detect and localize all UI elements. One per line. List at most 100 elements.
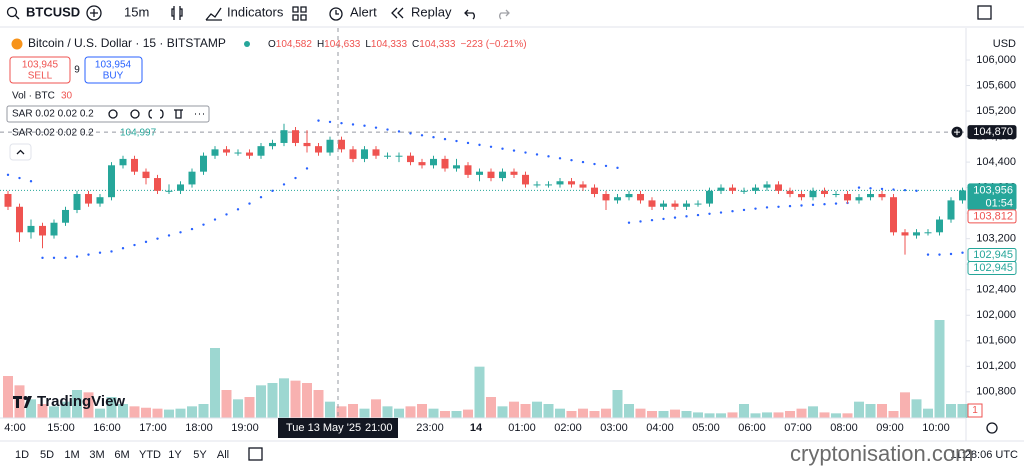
sar-dot — [75, 255, 79, 258]
logo-text: TradingView — [37, 393, 125, 410]
volume-bar — [681, 411, 692, 418]
range-button[interactable]: YTD — [139, 449, 161, 461]
candle-body — [372, 149, 380, 156]
add-alert-plus — [954, 129, 960, 136]
undo-button[interactable] — [464, 9, 475, 20]
search-icon[interactable] — [6, 6, 18, 18]
range-button[interactable]: 3M — [89, 449, 104, 461]
ohlc-value: 104,582 — [276, 39, 313, 50]
candle-body — [27, 225, 35, 233]
x-tick-label: 16:00 — [93, 422, 121, 434]
symbol-title: Bitcoin / U.S. Dollar · 15 · BITSTAMP — [28, 36, 226, 50]
range-button[interactable]: 1M — [64, 449, 79, 461]
logo-mark — [13, 396, 22, 408]
candle-body — [706, 190, 713, 204]
y-tick-label: 101,600 — [976, 335, 1016, 347]
range-button[interactable]: 1D — [15, 449, 29, 461]
volume-bar — [877, 404, 887, 418]
candle-body — [315, 146, 322, 153]
candle-body — [246, 152, 253, 156]
axis-settings[interactable] — [986, 422, 998, 434]
replay-button[interactable]: Replay — [411, 4, 452, 19]
sar-dot — [501, 147, 504, 150]
volume-bar — [267, 383, 278, 418]
range-button[interactable]: 6M — [114, 449, 129, 461]
interval[interactable]: 15m — [124, 4, 149, 19]
ohlc-value: 104,633 — [324, 39, 361, 50]
sar-settings-button[interactable] — [130, 109, 140, 119]
volume-bar — [589, 411, 600, 418]
volume-bar — [164, 409, 174, 418]
candle-body — [50, 222, 58, 236]
collapse-legend[interactable] — [9, 143, 32, 161]
indicators-button[interactable]: Indicators — [227, 4, 284, 19]
candle-body — [384, 155, 391, 157]
candle-body — [108, 165, 115, 198]
sar-dot — [558, 157, 562, 160]
range-button[interactable]: 1Y — [168, 449, 182, 461]
alert-button[interactable]: Alert — [350, 4, 377, 19]
indicators-icon[interactable] — [205, 7, 222, 21]
sar-dot — [374, 126, 378, 129]
volume-bar — [842, 413, 853, 418]
volume-bar — [336, 406, 347, 418]
buy-button[interactable] — [84, 56, 143, 84]
volume-bar — [739, 404, 749, 418]
redo-button[interactable] — [499, 9, 510, 20]
candle-body — [867, 194, 874, 198]
volume-bar — [440, 411, 450, 418]
volume-bar — [854, 401, 864, 418]
sar-dot — [397, 130, 401, 133]
fullscreen-button[interactable] — [977, 5, 992, 20]
range-button[interactable]: 5Y — [193, 449, 207, 461]
sar-settings-box[interactable] — [6, 105, 210, 123]
volume-bar — [566, 411, 577, 418]
compare-button[interactable] — [86, 5, 102, 21]
layouts-button[interactable] — [292, 6, 307, 21]
sar-dot — [742, 208, 746, 212]
x-tick-label: 08:00 — [830, 422, 858, 434]
sar-dot — [282, 183, 286, 186]
ohlc-key: C — [412, 39, 419, 50]
volume-bar — [302, 383, 312, 418]
crosshair-time-box — [278, 418, 398, 438]
volume-bar — [658, 411, 669, 418]
x-tick-label: 14 — [470, 422, 483, 434]
y-tick-label: 106,000 — [976, 54, 1016, 66]
candle-body — [729, 187, 736, 191]
sar-dot — [236, 208, 240, 211]
market-open-dot — [244, 41, 250, 47]
symbol[interactable]: BTCUSD — [26, 4, 80, 19]
volume-bar — [141, 407, 151, 418]
candle-body — [338, 139, 345, 150]
sar-dot — [685, 215, 688, 218]
sar-dot — [616, 166, 619, 170]
volume-bar — [106, 397, 117, 418]
sar-dot — [351, 123, 355, 126]
volume-bar — [290, 380, 301, 418]
volume-bar — [555, 408, 565, 418]
chart-type-button[interactable] — [171, 6, 183, 20]
range-button[interactable]: 5D — [40, 449, 54, 461]
sar-visibility[interactable] — [108, 109, 118, 119]
ohlc-key: H — [317, 39, 324, 50]
currency: USD — [993, 38, 1016, 50]
x-tick-label: 23:00 — [416, 422, 444, 434]
y-tick-label: 105,200 — [976, 105, 1016, 117]
replay-icon[interactable] — [391, 7, 404, 19]
goto-date-button[interactable] — [248, 447, 263, 461]
sell-button[interactable] — [9, 56, 71, 84]
candle-body — [142, 171, 150, 179]
range-button[interactable]: All — [217, 449, 229, 461]
alert-icon[interactable] — [329, 7, 343, 21]
candle-body — [602, 194, 610, 201]
sar-dot — [340, 121, 343, 125]
sell-label: SELL — [28, 71, 53, 82]
sar-source-button[interactable] — [148, 109, 164, 119]
sar-dot — [788, 204, 792, 208]
price-tag-label: 103,956 — [973, 184, 1013, 196]
sar-dot — [98, 251, 102, 254]
sar-dot — [167, 234, 171, 237]
sar-dot — [892, 188, 895, 191]
sar-delete-button[interactable] — [174, 109, 183, 119]
